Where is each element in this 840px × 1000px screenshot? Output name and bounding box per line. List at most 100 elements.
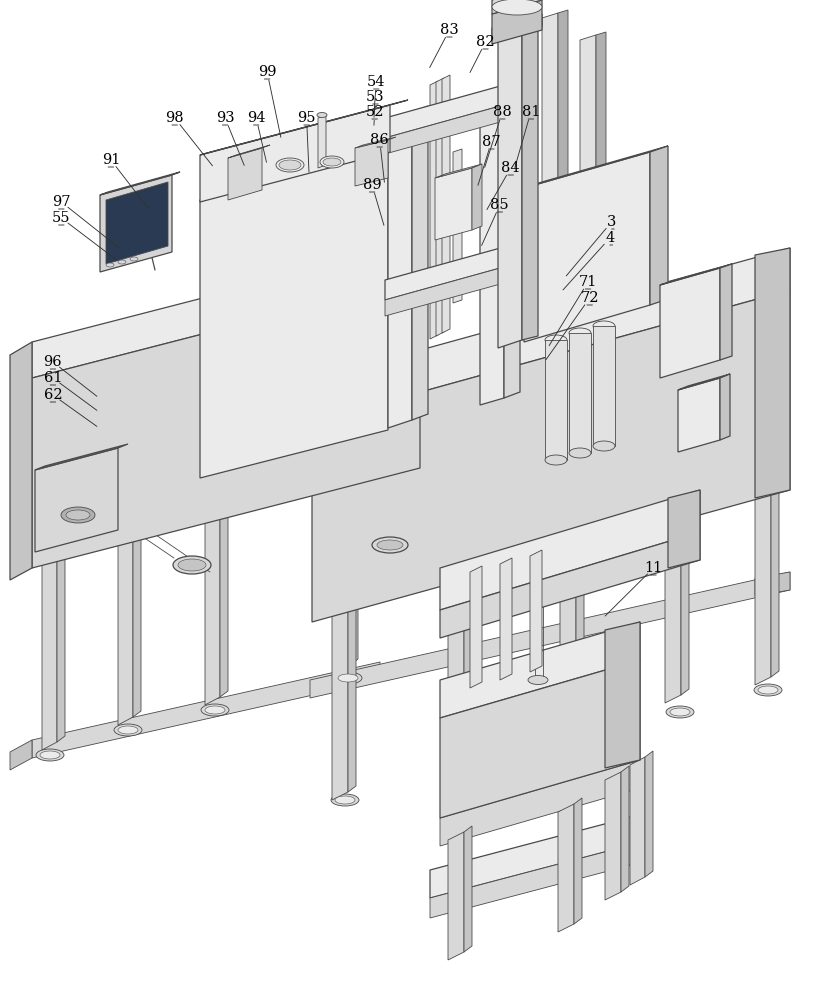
Ellipse shape: [331, 794, 359, 806]
Polygon shape: [10, 342, 32, 580]
Polygon shape: [524, 146, 668, 188]
Polygon shape: [32, 662, 380, 758]
Polygon shape: [312, 248, 790, 422]
Polygon shape: [464, 826, 472, 952]
Ellipse shape: [446, 766, 474, 778]
Text: 52: 52: [365, 105, 384, 119]
Polygon shape: [681, 494, 689, 695]
Polygon shape: [645, 751, 653, 877]
Text: 88: 88: [493, 105, 512, 119]
Polygon shape: [440, 760, 640, 846]
Polygon shape: [200, 145, 415, 200]
Text: 96: 96: [44, 355, 62, 369]
Polygon shape: [332, 592, 348, 800]
Ellipse shape: [61, 507, 95, 523]
Polygon shape: [660, 268, 720, 378]
Polygon shape: [498, 22, 522, 348]
Polygon shape: [574, 798, 582, 924]
Ellipse shape: [569, 448, 591, 458]
Polygon shape: [335, 470, 350, 673]
Text: 99: 99: [258, 65, 276, 79]
Polygon shape: [355, 137, 396, 148]
Polygon shape: [720, 264, 732, 360]
Polygon shape: [412, 106, 428, 420]
Polygon shape: [470, 566, 482, 688]
Polygon shape: [545, 340, 567, 460]
Ellipse shape: [593, 321, 615, 331]
Ellipse shape: [279, 160, 301, 170]
Ellipse shape: [492, 0, 542, 15]
Polygon shape: [621, 766, 629, 892]
Ellipse shape: [114, 724, 142, 736]
Ellipse shape: [36, 749, 64, 761]
Ellipse shape: [106, 263, 114, 267]
Ellipse shape: [173, 556, 211, 574]
Polygon shape: [430, 81, 438, 339]
Polygon shape: [448, 560, 464, 768]
Polygon shape: [430, 812, 650, 898]
Ellipse shape: [754, 684, 782, 696]
Polygon shape: [755, 572, 790, 596]
Polygon shape: [605, 622, 640, 768]
Ellipse shape: [335, 796, 355, 804]
Ellipse shape: [317, 112, 327, 117]
Polygon shape: [385, 100, 522, 154]
Ellipse shape: [320, 156, 344, 168]
Ellipse shape: [569, 328, 591, 338]
Polygon shape: [448, 832, 464, 960]
Polygon shape: [678, 374, 730, 390]
Ellipse shape: [334, 672, 362, 684]
Ellipse shape: [66, 510, 90, 520]
Ellipse shape: [276, 158, 304, 172]
Ellipse shape: [118, 726, 138, 734]
Polygon shape: [318, 115, 326, 168]
Polygon shape: [312, 290, 790, 622]
Polygon shape: [385, 242, 522, 300]
Text: 83: 83: [440, 23, 459, 37]
Text: 94: 94: [247, 111, 265, 125]
Text: 95: 95: [297, 111, 316, 125]
Ellipse shape: [377, 540, 403, 550]
Text: 72: 72: [580, 291, 599, 305]
Text: 61: 61: [44, 371, 62, 385]
Polygon shape: [720, 374, 730, 440]
Text: 71: 71: [579, 275, 597, 289]
Polygon shape: [440, 532, 700, 638]
Polygon shape: [618, 812, 650, 868]
Text: 93: 93: [216, 111, 234, 125]
Polygon shape: [472, 164, 482, 230]
Ellipse shape: [758, 686, 778, 694]
Polygon shape: [771, 471, 779, 677]
Polygon shape: [660, 264, 732, 285]
Text: 85: 85: [491, 198, 509, 212]
Polygon shape: [524, 152, 650, 342]
Polygon shape: [435, 168, 472, 240]
Polygon shape: [106, 182, 168, 264]
Text: 98: 98: [165, 111, 184, 125]
Polygon shape: [435, 164, 482, 178]
Polygon shape: [453, 149, 462, 303]
Text: 62: 62: [44, 388, 62, 402]
Polygon shape: [57, 541, 65, 742]
Polygon shape: [504, 82, 520, 398]
Polygon shape: [228, 145, 270, 158]
Ellipse shape: [593, 441, 615, 451]
Polygon shape: [200, 152, 388, 478]
Polygon shape: [350, 464, 358, 665]
Polygon shape: [35, 448, 118, 552]
Polygon shape: [220, 496, 228, 697]
Polygon shape: [442, 75, 450, 333]
Ellipse shape: [558, 734, 586, 746]
Text: 86: 86: [370, 133, 389, 147]
Polygon shape: [593, 326, 615, 446]
Polygon shape: [755, 248, 790, 498]
Polygon shape: [558, 804, 574, 932]
Polygon shape: [650, 146, 668, 305]
Polygon shape: [678, 378, 720, 452]
Polygon shape: [32, 278, 420, 568]
Polygon shape: [35, 444, 128, 470]
Ellipse shape: [372, 537, 408, 553]
Polygon shape: [522, 18, 538, 340]
Polygon shape: [440, 660, 640, 818]
Text: 53: 53: [366, 90, 385, 104]
